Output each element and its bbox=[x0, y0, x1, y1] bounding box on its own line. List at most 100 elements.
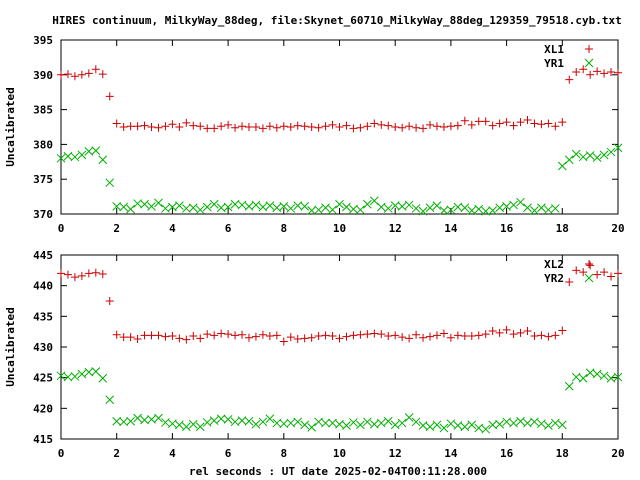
data-point bbox=[140, 331, 149, 340]
data-point bbox=[390, 420, 400, 430]
data-point bbox=[606, 147, 616, 157]
data-point bbox=[230, 417, 240, 427]
data-point bbox=[293, 335, 302, 344]
data-point bbox=[244, 201, 254, 211]
data-point bbox=[293, 201, 303, 211]
data-point bbox=[551, 331, 560, 340]
data-point bbox=[363, 122, 372, 131]
data-point bbox=[126, 416, 135, 426]
data-point bbox=[119, 202, 129, 212]
data-point bbox=[216, 203, 226, 213]
y-tick-label: 380 bbox=[33, 138, 53, 151]
plot-frame bbox=[60, 254, 619, 440]
data-point bbox=[307, 123, 316, 131]
data-point bbox=[383, 204, 393, 213]
data-point bbox=[578, 373, 588, 383]
data-point bbox=[356, 123, 365, 132]
x-tick-label: 20 bbox=[611, 222, 624, 235]
data-point bbox=[112, 416, 122, 426]
data-point bbox=[77, 70, 86, 79]
data-point bbox=[481, 424, 491, 434]
data-point bbox=[453, 331, 462, 340]
data-point bbox=[495, 203, 504, 213]
data-point bbox=[216, 414, 226, 424]
data-point bbox=[502, 201, 511, 211]
data-point bbox=[418, 421, 428, 430]
data-point bbox=[564, 381, 574, 391]
data-point bbox=[70, 72, 79, 81]
data-point bbox=[314, 417, 323, 427]
data-point bbox=[537, 331, 546, 340]
y-tick-label: 415 bbox=[33, 433, 53, 446]
data-point bbox=[474, 423, 484, 433]
data-point bbox=[391, 123, 400, 131]
data-point bbox=[209, 199, 219, 209]
data-point bbox=[91, 268, 100, 277]
data-point bbox=[84, 147, 94, 156]
data-point bbox=[390, 201, 400, 211]
legend-marker bbox=[585, 260, 593, 268]
data-point bbox=[168, 120, 177, 129]
data-point bbox=[349, 418, 358, 427]
data-point bbox=[105, 395, 115, 405]
x-tick-label: 6 bbox=[225, 447, 232, 460]
data-point bbox=[231, 123, 240, 132]
data-point bbox=[474, 204, 484, 214]
data-point bbox=[279, 122, 288, 131]
data-point bbox=[98, 155, 108, 165]
data-point bbox=[98, 70, 107, 79]
data-point bbox=[237, 200, 247, 210]
data-point bbox=[488, 206, 498, 215]
data-point bbox=[133, 335, 142, 344]
data-point bbox=[474, 117, 483, 126]
data-point bbox=[119, 333, 128, 342]
data-point bbox=[530, 119, 539, 128]
data-point bbox=[544, 205, 553, 215]
data-point bbox=[251, 419, 261, 429]
data-point bbox=[286, 333, 295, 342]
x-tick-label: 20 bbox=[611, 447, 624, 460]
data-point bbox=[224, 330, 233, 339]
data-point bbox=[140, 199, 149, 209]
data-point bbox=[502, 118, 511, 127]
x-tick-label: 4 bbox=[169, 222, 176, 235]
data-point bbox=[439, 329, 448, 338]
data-point bbox=[272, 123, 281, 132]
data-point bbox=[585, 151, 595, 160]
data-point bbox=[377, 120, 386, 129]
data-point bbox=[599, 371, 609, 381]
data-point bbox=[168, 331, 177, 340]
data-point bbox=[223, 415, 233, 424]
data-point bbox=[530, 206, 539, 215]
data-point bbox=[412, 330, 421, 339]
data-point bbox=[607, 68, 616, 77]
y-tick-label: 425 bbox=[33, 372, 53, 385]
data-point bbox=[495, 419, 504, 429]
data-point bbox=[182, 335, 191, 344]
data-point bbox=[91, 146, 101, 156]
data-point bbox=[537, 203, 546, 213]
data-point bbox=[411, 417, 421, 427]
data-point bbox=[188, 203, 198, 213]
data-point bbox=[460, 331, 469, 340]
data-point bbox=[314, 331, 323, 340]
data-point bbox=[126, 122, 135, 131]
data-point bbox=[342, 121, 351, 130]
data-point bbox=[223, 202, 233, 212]
data-point bbox=[467, 420, 477, 430]
data-point bbox=[488, 121, 497, 130]
data-point bbox=[579, 268, 588, 277]
data-point bbox=[439, 423, 449, 433]
data-point bbox=[426, 332, 435, 341]
data-point bbox=[523, 203, 532, 213]
data-point bbox=[335, 199, 344, 209]
data-point bbox=[161, 332, 170, 341]
data-point bbox=[119, 417, 129, 427]
data-point bbox=[474, 331, 483, 340]
data-point bbox=[558, 326, 567, 335]
data-point bbox=[571, 372, 581, 382]
data-point bbox=[600, 69, 609, 78]
data-point bbox=[154, 413, 163, 423]
data-point bbox=[384, 331, 393, 340]
data-point bbox=[342, 421, 351, 430]
